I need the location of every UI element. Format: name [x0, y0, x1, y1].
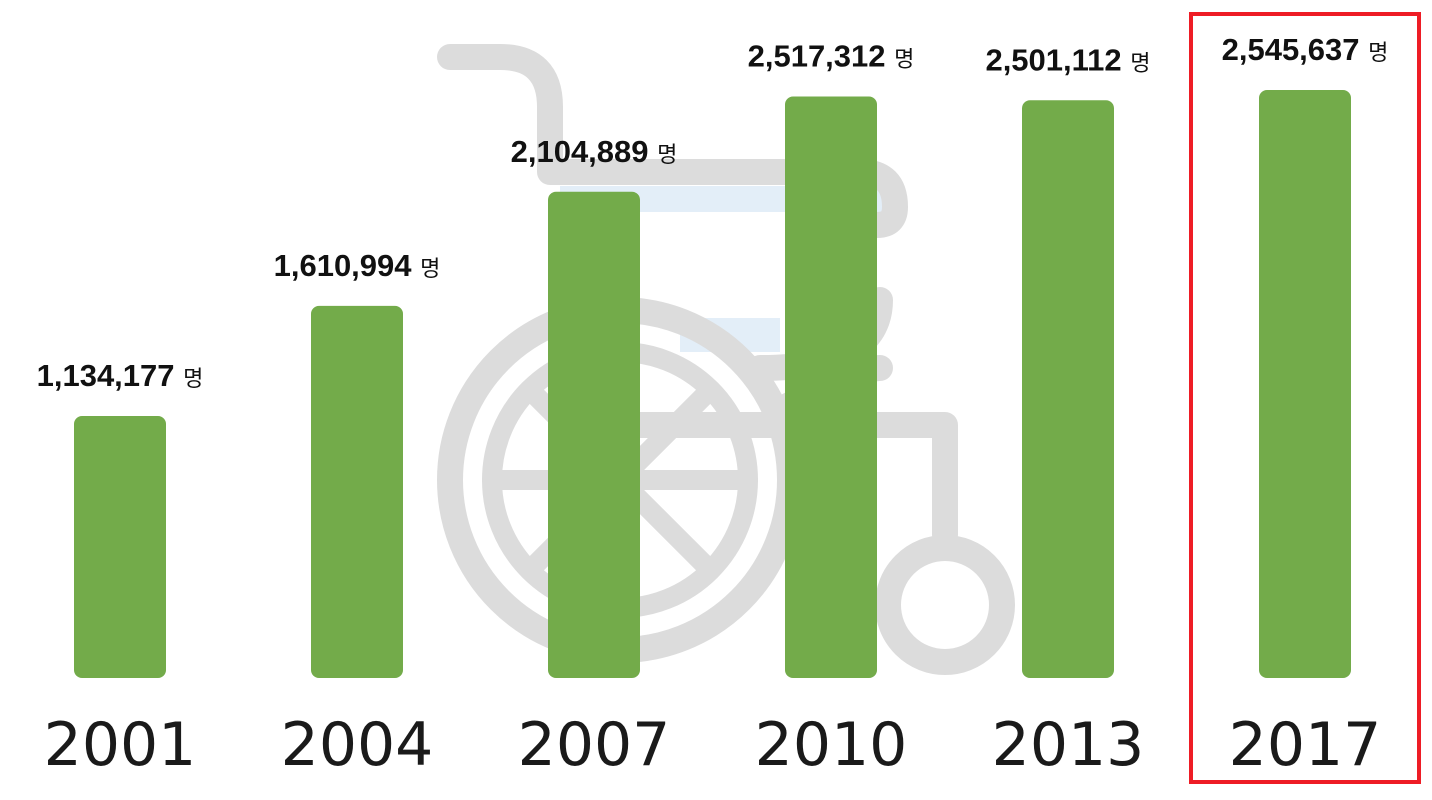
bar-2007: [548, 191, 640, 679]
bars-group: [74, 90, 1351, 679]
value-label-2007: 2,104,889 명: [511, 134, 678, 169]
year-label-2007: 2007: [518, 710, 671, 780]
value-labels-group: 1,134,177 명1,610,994 명2,104,889 명2,517,3…: [37, 32, 1389, 393]
value-unit-2013: 명: [1130, 51, 1150, 76]
year-label-2013: 2013: [992, 710, 1145, 780]
value-label-2010: 2,517,312 명: [748, 39, 915, 74]
value-unit-2004: 명: [420, 257, 440, 282]
value-number-2004: 1,610,994: [274, 248, 421, 283]
value-unit-2010: 명: [894, 48, 914, 73]
year-label-2010: 2010: [755, 710, 908, 780]
value-number-2013: 2,501,112: [985, 42, 1130, 77]
bar-2004: [311, 305, 403, 678]
value-label-2013: 2,501,112 명: [985, 42, 1150, 77]
highlight-box: [1189, 12, 1421, 784]
value-unit-2001: 명: [183, 367, 203, 392]
value-unit-2007: 명: [657, 143, 677, 168]
year-label-2004: 2004: [281, 710, 434, 780]
bar-2010: [785, 96, 877, 678]
value-label-2004: 1,610,994 명: [274, 248, 441, 283]
value-unit-2017: 명: [1368, 41, 1388, 66]
year-label-2001: 2001: [44, 710, 197, 780]
value-label-2001: 1,134,177 명: [37, 358, 204, 393]
value-number-2001: 1,134,177: [37, 358, 184, 393]
bar-2017: [1259, 90, 1351, 678]
value-number-2007: 2,104,889: [511, 134, 658, 169]
year-label-2017: 2017: [1229, 710, 1382, 780]
value-label-2017: 2,545,637 명: [1222, 32, 1389, 67]
bar-2013: [1022, 100, 1114, 678]
year-labels-group: 2001 2004 2007 2010 2013 2017: [44, 710, 1382, 780]
bar-2001: [74, 416, 166, 678]
value-number-2017: 2,545,637: [1222, 32, 1369, 67]
value-number-2010: 2,517,312: [748, 39, 895, 74]
